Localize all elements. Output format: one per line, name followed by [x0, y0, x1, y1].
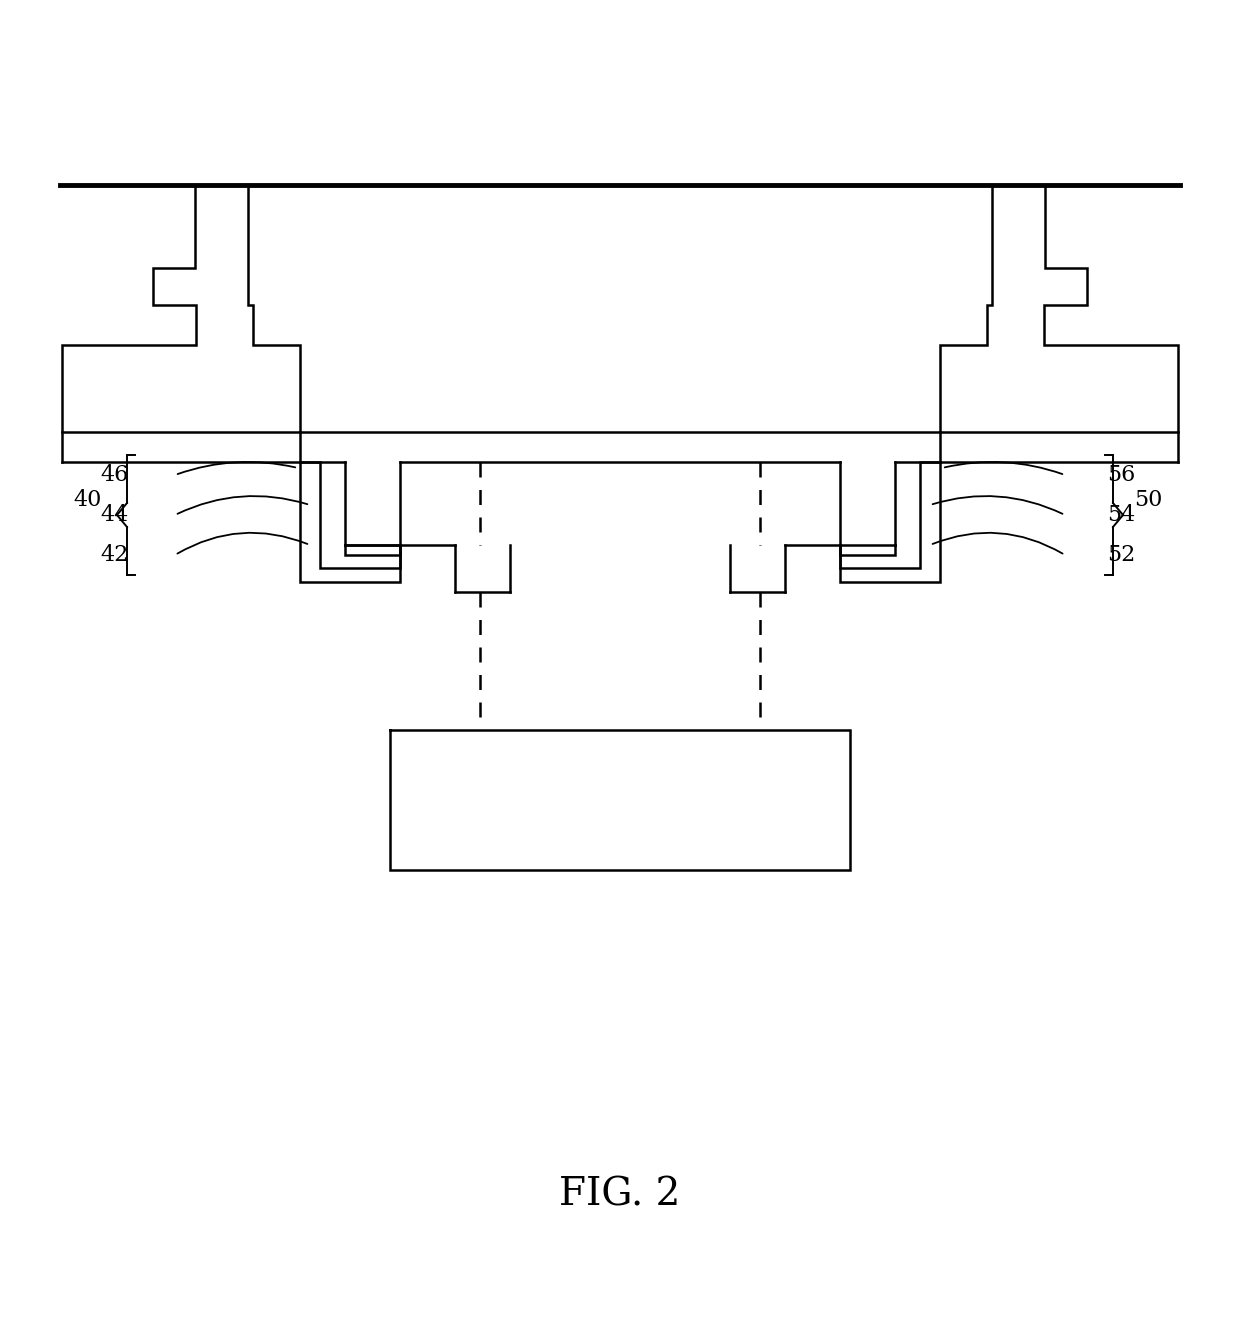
Text: 56: 56 [1107, 464, 1135, 486]
Text: 50: 50 [1133, 489, 1162, 511]
Text: 40: 40 [74, 489, 102, 511]
Text: FIG. 2: FIG. 2 [559, 1176, 681, 1213]
Text: 46: 46 [100, 464, 128, 486]
Text: 42: 42 [100, 543, 128, 566]
Text: 44: 44 [100, 503, 128, 526]
Text: 54: 54 [1107, 503, 1135, 526]
Text: 52: 52 [1107, 543, 1135, 566]
